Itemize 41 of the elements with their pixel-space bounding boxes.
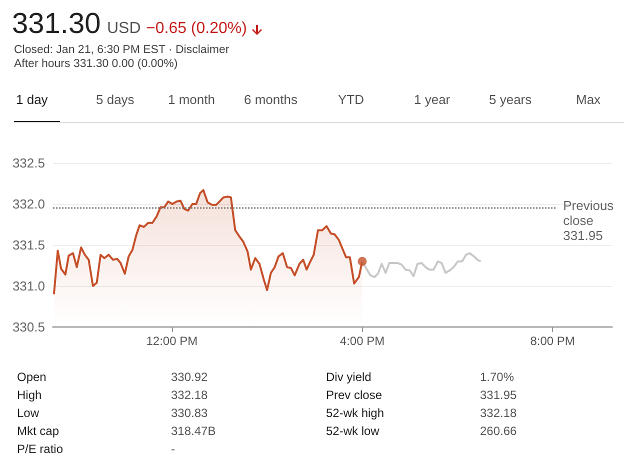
text: 52-wk low bbox=[326, 424, 380, 438]
annotation: 331.95 bbox=[563, 228, 603, 244]
y-tick-label: 332.0 bbox=[12, 196, 45, 212]
text: 6 months bbox=[244, 92, 298, 107]
y-tick-label: 331.5 bbox=[12, 238, 45, 252]
text: High bbox=[17, 388, 42, 402]
text: Max bbox=[576, 92, 601, 107]
text: 1 year bbox=[414, 92, 450, 107]
text: 332.18 bbox=[480, 406, 517, 420]
text: P/E ratio bbox=[17, 442, 64, 456]
text: - bbox=[171, 442, 175, 456]
text: 330.83 bbox=[171, 406, 208, 420]
chart-title: 331.30 bbox=[12, 8, 101, 41]
text: Div yield bbox=[326, 370, 372, 384]
text: 5 days bbox=[96, 92, 134, 107]
text: Low bbox=[17, 406, 40, 420]
text: Closed: Jan 21, 6:30 PM EST · Disclaimer bbox=[14, 44, 230, 56]
text: 330.92 bbox=[171, 370, 208, 384]
text: 260.66 bbox=[480, 424, 517, 438]
x-tick-label: 12:00 PM bbox=[146, 334, 198, 348]
text: 1 month bbox=[168, 92, 215, 107]
text: 331.95 bbox=[480, 388, 517, 402]
text: Open bbox=[17, 370, 46, 384]
text: −0.65 (0.20%) bbox=[146, 20, 247, 38]
x-tick-label: 4:00 PM bbox=[340, 334, 385, 348]
text: After hours 331.30 0.00 (0.00%) bbox=[14, 58, 178, 70]
text: 1.70% bbox=[480, 370, 514, 384]
chart-subtitle: USD bbox=[107, 20, 141, 38]
text: Mkt cap bbox=[17, 424, 60, 438]
x-tick-label: 8:00 PM bbox=[530, 334, 575, 348]
text: 52-wk high bbox=[326, 406, 384, 420]
text: 332.18 bbox=[171, 388, 208, 402]
text: 1 day bbox=[16, 92, 48, 107]
text: 5 years bbox=[489, 92, 532, 107]
ref-line-label: Previous close bbox=[563, 198, 614, 228]
text: Prev close bbox=[326, 388, 382, 402]
text: YTD bbox=[338, 92, 364, 107]
y-tick-label: 330.5 bbox=[12, 320, 45, 334]
y-tick-label: 332.5 bbox=[12, 156, 45, 170]
y-tick-label: 331.0 bbox=[12, 278, 45, 294]
text: 318.47B bbox=[171, 424, 216, 438]
